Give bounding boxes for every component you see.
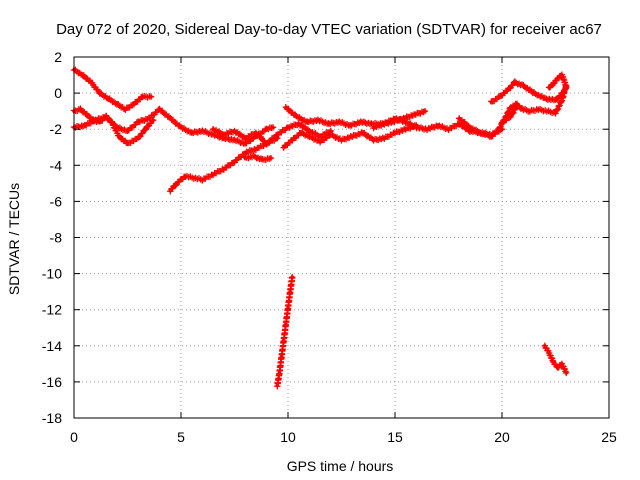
series-track-10	[456, 100, 521, 140]
x-tick-label: 15	[387, 429, 403, 445]
y-tick-label: -6	[50, 193, 63, 209]
series-track-13	[545, 71, 570, 91]
y-tick-label: -12	[42, 302, 62, 318]
x-tick-label: 20	[494, 429, 510, 445]
x-axis-label: GPS time / hours	[287, 458, 394, 474]
series-track-2	[70, 66, 155, 113]
y-axis-label: SDTVAR / TECUs	[6, 183, 22, 295]
series-track-11	[488, 78, 568, 105]
series-track-15	[541, 342, 570, 377]
y-tick-label: -8	[50, 230, 63, 246]
x-tick-label: 10	[280, 429, 296, 445]
y-tick-label: 2	[54, 49, 62, 65]
x-tick-label: 5	[177, 429, 185, 445]
y-tick-label: -18	[42, 410, 62, 426]
y-tick-label: -10	[42, 266, 62, 282]
x-tick-label: 0	[70, 429, 78, 445]
series-track-3	[70, 105, 277, 147]
x-tick-label: 25	[601, 429, 617, 445]
data-layer	[70, 66, 570, 390]
y-tick-label: -16	[42, 374, 62, 390]
y-tick-label: -4	[50, 157, 63, 173]
y-tick-label: -14	[42, 338, 62, 354]
y-tick-label: 0	[54, 85, 62, 101]
chart-title: Day 072 of 2020, Sidereal Day-to-day VTE…	[56, 21, 602, 38]
series-track-4	[167, 135, 281, 195]
series-track-14	[274, 274, 296, 390]
y-tick-label: -2	[50, 121, 63, 137]
series-track-6	[242, 152, 275, 164]
series-track-8	[282, 103, 429, 129]
